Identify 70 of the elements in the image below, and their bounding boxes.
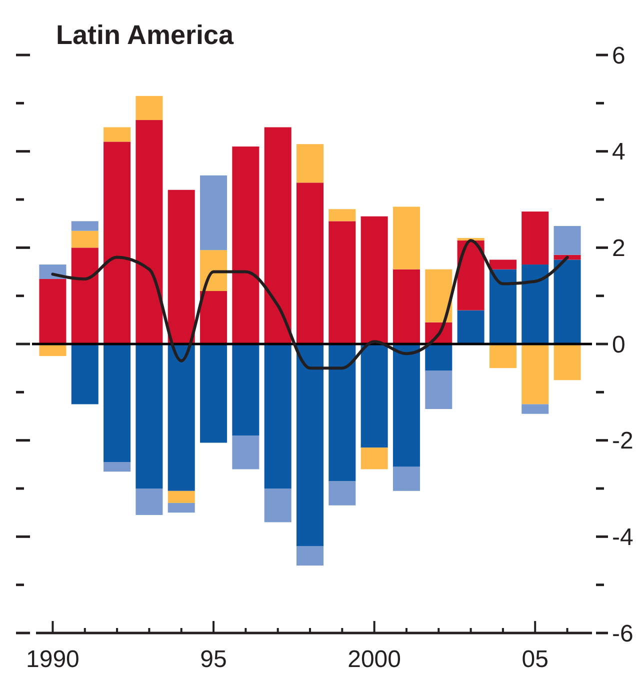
bar [296,344,324,546]
bar [328,344,356,482]
bar [392,206,420,270]
x-tick-label: 05 [522,646,548,673]
y-tick-label: -6 [612,620,634,648]
bar [425,344,452,370]
y-tick-label: -4 [612,524,634,552]
bar [136,488,163,515]
x-tick-label: 95 [200,646,227,673]
bar [136,344,163,488]
bar [360,344,388,448]
bar [168,344,195,491]
bar [136,96,163,120]
bar [489,260,516,270]
bar [200,291,228,344]
bar [104,127,131,142]
bar [522,344,549,404]
y-tick-label: -2 [612,428,634,455]
bar [328,221,356,344]
bar [489,344,516,368]
bar [328,209,356,222]
bar [71,248,98,344]
bar [200,250,228,292]
y-tick-label: 4 [612,138,626,166]
bar [522,212,549,265]
y-tick-label: 2 [612,235,626,262]
bar [200,344,228,443]
bar [457,310,484,344]
bar [168,190,195,344]
bar [168,502,195,513]
bar [104,142,131,344]
bar [328,481,356,506]
bar [264,344,292,488]
bar [425,269,452,322]
bar [200,175,228,250]
bar [232,146,260,344]
bar [392,269,420,344]
bar [554,260,581,344]
bar [457,240,484,310]
bar [360,448,388,470]
x-tick-label: 2000 [348,646,402,673]
bar [136,120,163,344]
line-series [51,238,569,370]
bar [39,278,66,344]
bar [71,221,98,231]
bar [554,344,581,380]
bar [296,182,324,344]
y-tick-label: 6 [612,42,626,70]
bar [296,546,324,566]
bar [360,216,388,344]
bar [425,370,452,410]
chart-title: Latin America [56,20,235,50]
x-tick-label: 1990 [26,646,80,673]
bar [392,466,420,491]
bar [104,344,131,462]
bar [104,462,131,472]
bar [264,488,292,522]
bar [392,344,420,467]
bar [232,436,260,470]
bar [168,490,195,503]
bar [71,344,98,404]
bar [554,226,581,255]
bar [296,144,324,183]
bar [522,264,549,344]
y-tick-label: 0 [612,331,626,358]
bar [489,269,516,344]
bar [232,344,260,436]
bar [71,230,98,248]
bar [264,127,292,344]
bar [522,404,549,414]
